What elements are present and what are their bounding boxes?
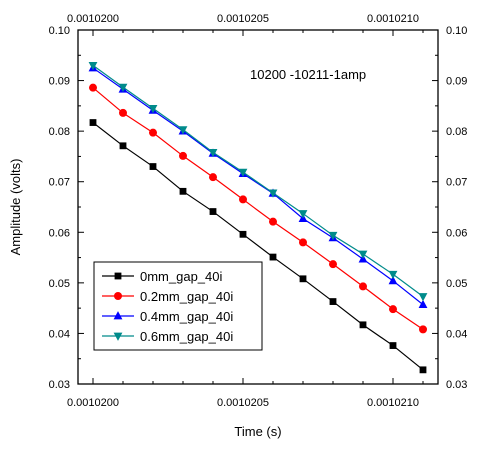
- data-point-triangle-down: [208, 148, 218, 158]
- legend-entry-3: 0.6mm_gap_40i: [102, 329, 233, 344]
- data-point-square: [149, 163, 157, 170]
- data-point-circle: [114, 292, 122, 300]
- data-point-circle: [89, 83, 97, 92]
- data-point-square: [179, 187, 187, 195]
- data-point-square: [419, 366, 427, 374]
- legend-label: 0.4mm_gap_40i: [140, 309, 233, 324]
- series-3: [88, 62, 428, 302]
- data-point-square: [389, 342, 397, 349]
- data-point-square: [359, 321, 367, 329]
- y-tick-label-right: 0.04: [446, 328, 467, 340]
- legend: 0mm_gap_40i 0.2mm_gap_40i 0.4mm_gap_40i 0.6…: [93, 261, 263, 351]
- data-point-triangle-down: [268, 189, 278, 198]
- data-point-square: [209, 208, 217, 215]
- data-point-circle: [209, 173, 217, 182]
- data-point-square: [89, 119, 97, 126]
- series-0: [89, 119, 427, 374]
- y-tick-label-left: 0.04: [49, 328, 70, 340]
- x-tick-label-bottom: 0.0010205: [217, 397, 269, 409]
- data-point-triangle-down: [358, 250, 368, 259]
- y-tick-label-right: 0.08: [446, 126, 467, 138]
- data-point-square: [119, 142, 127, 150]
- data-point-triangle-down: [178, 126, 188, 135]
- y-axis-label: Amplitude (volts): [8, 159, 23, 256]
- y-tick-label-left: 0.05: [49, 278, 70, 290]
- data-point-square: [299, 275, 307, 283]
- data-point-triangle-down: [118, 83, 128, 93]
- data-point-circle: [239, 195, 247, 204]
- data-point-circle: [299, 238, 307, 247]
- data-point-circle: [149, 128, 157, 137]
- series-1: [89, 83, 427, 334]
- y-tick-label-right: 0.07: [446, 177, 467, 189]
- x-tick-label-top: 0.0010200: [67, 13, 119, 25]
- x-tick-label-bottom: 0.0010200: [67, 397, 119, 409]
- legend-entry-0: 0mm_gap_40i: [102, 269, 222, 284]
- data-point-triangle-down: [148, 104, 158, 114]
- legend-box: [93, 261, 263, 351]
- legend-label: 0.2mm_gap_40i: [140, 289, 233, 304]
- legend-label: 0mm_gap_40i: [140, 269, 222, 284]
- data-point-triangle-down: [113, 332, 123, 341]
- x-axis-label: Time (s): [234, 424, 281, 439]
- data-point-triangle-up: [388, 275, 398, 285]
- y-tick-label-right: 0.06: [446, 227, 467, 239]
- y-tick-label-right: 0.03: [446, 379, 467, 391]
- axis-ticks: 0.0010200 0.0010200 0.0010205 0.0010205 0.00…: [49, 13, 468, 409]
- data-point-circle: [329, 260, 337, 269]
- data-point-square: [269, 253, 277, 261]
- legend-label: 0.6mm_gap_40i: [140, 329, 233, 344]
- data-point-triangle-down: [388, 270, 398, 280]
- x-tick-label-top: 0.0010210: [367, 13, 419, 25]
- data-point-circle: [389, 305, 397, 314]
- series-line: [92, 67, 424, 306]
- data-point-circle: [269, 217, 277, 226]
- data-point-triangle-down: [298, 210, 308, 219]
- x-tick-label-top: 0.0010205: [217, 13, 269, 25]
- series-line: [92, 122, 424, 371]
- series-line: [92, 87, 424, 330]
- data-point-square: [114, 272, 122, 280]
- data-point-circle: [179, 151, 187, 160]
- data-point-circle: [119, 108, 127, 117]
- legend-entry-1: 0.2mm_gap_40i: [102, 289, 233, 304]
- data-point-triangle-up: [418, 299, 428, 309]
- chart-annotation: 10200 -10211-1amp: [250, 67, 366, 82]
- legend-entry-2: 0.4mm_gap_40i: [102, 309, 233, 324]
- data-point-triangle-down: [238, 168, 248, 178]
- data-point-square: [239, 230, 247, 238]
- y-tick-label-left: 0.06: [49, 227, 70, 239]
- y-tick-label-left: 0.08: [49, 126, 70, 138]
- y-tick-label-left: 0.10: [49, 25, 70, 37]
- y-tick-label-left: 0.03: [49, 379, 70, 391]
- data-point-triangle-down: [88, 62, 98, 71]
- data-point-circle: [419, 325, 427, 334]
- series-line: [92, 64, 424, 297]
- x-tick-label-bottom: 0.0010210: [367, 397, 419, 409]
- y-tick-label-left: 0.07: [49, 177, 70, 189]
- data-point-square: [329, 298, 337, 305]
- data-point-triangle-up: [113, 311, 123, 320]
- data-point-circle: [359, 282, 367, 291]
- y-tick-label-right: 0.10: [446, 25, 467, 37]
- y-tick-label-left: 0.09: [49, 76, 70, 88]
- y-tick-label-right: 0.09: [446, 76, 467, 88]
- y-tick-label-right: 0.05: [446, 278, 467, 290]
- data-point-triangle-down: [328, 231, 338, 241]
- series-layer: [88, 62, 428, 374]
- data-point-triangle-down: [418, 293, 428, 302]
